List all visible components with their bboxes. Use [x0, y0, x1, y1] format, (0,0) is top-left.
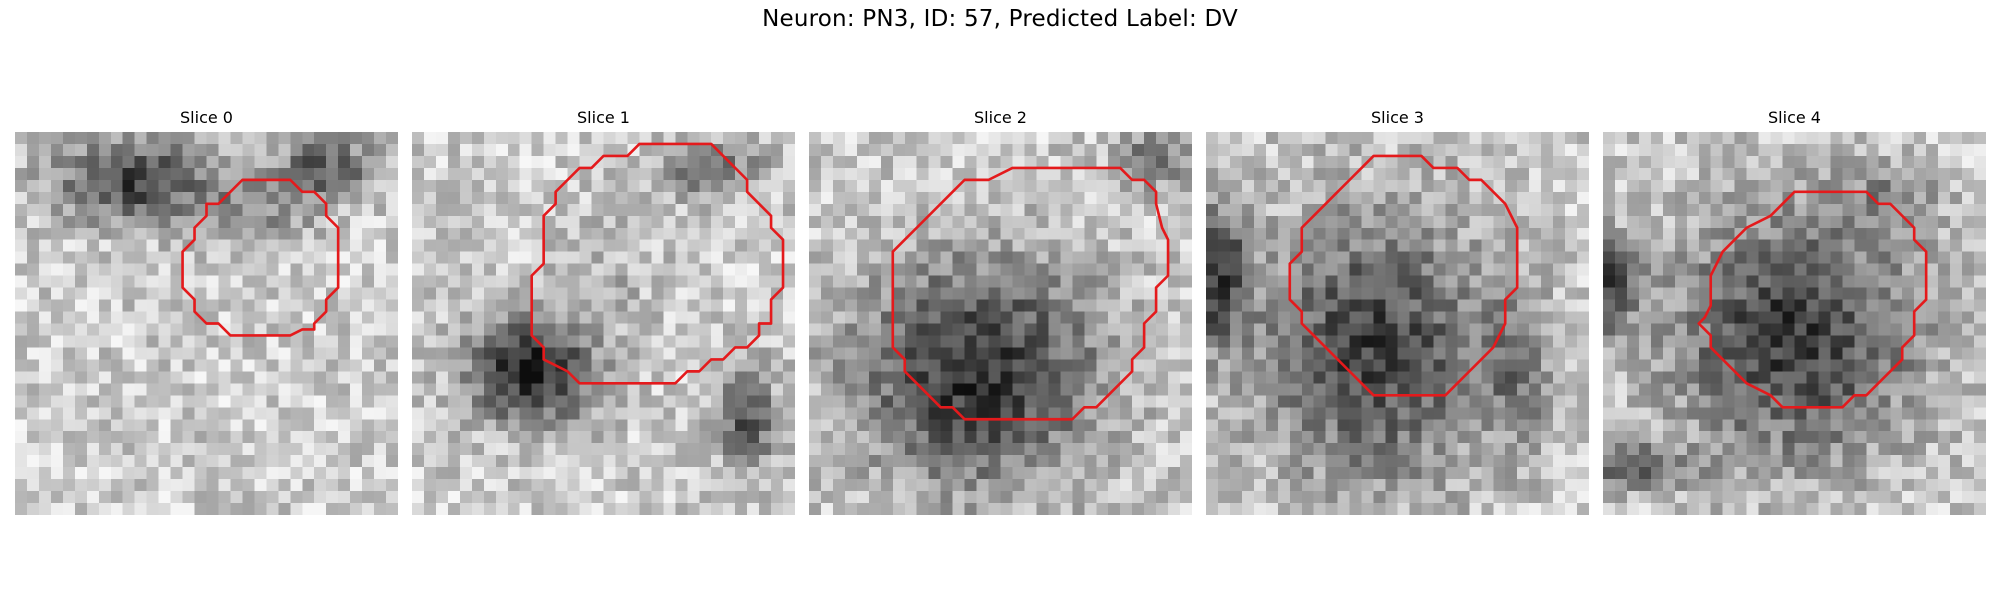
- slice-panel-4: Slice 4: [1603, 106, 1986, 515]
- cell-contour: [891, 166, 1170, 421]
- slice-image: [15, 132, 398, 515]
- cell-contour: [1697, 190, 1928, 409]
- slice-title: Slice 1: [577, 108, 630, 127]
- cell-contour: [530, 142, 785, 385]
- slice-image: [1603, 132, 1986, 515]
- slice-panel-1: Slice 1: [412, 106, 795, 515]
- slice-panel-3: Slice 3: [1206, 106, 1589, 515]
- cell-contour: [1288, 154, 1519, 397]
- slice-title: Slice 3: [1371, 108, 1424, 127]
- slice-title: Slice 0: [180, 108, 233, 127]
- figure-title: Neuron: PN3, ID: 57, Predicted Label: DV: [762, 6, 1238, 32]
- slice-panel-2: Slice 2: [809, 106, 1192, 515]
- slice-title: Slice 2: [974, 108, 1027, 127]
- cell-contour: [181, 178, 340, 337]
- slice-title: Slice 4: [1768, 108, 1821, 127]
- slice-panel-0: Slice 0: [15, 106, 398, 515]
- slice-image: [809, 132, 1192, 515]
- slice-image: [412, 132, 795, 515]
- slice-image: [1206, 132, 1589, 515]
